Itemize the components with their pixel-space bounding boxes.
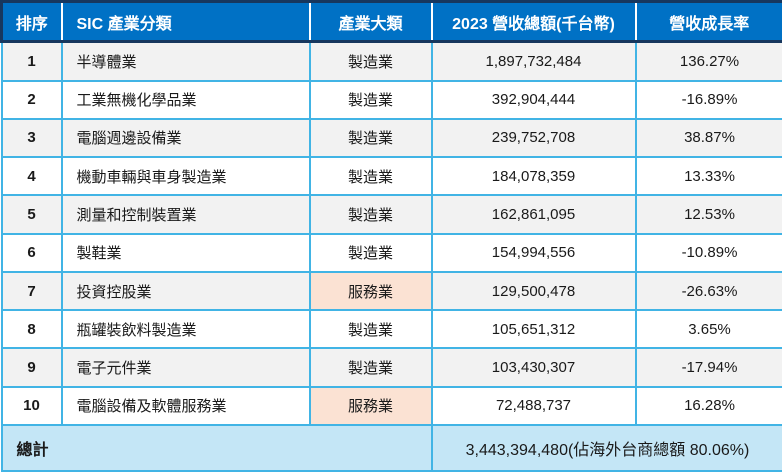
growth-cell: 38.87% — [634, 117, 782, 159]
header-industry: SIC 產業分類 — [60, 0, 311, 43]
rank-cell: 9 — [0, 347, 63, 388]
rank-cell: 7 — [0, 270, 63, 312]
category-cell: 製造業 — [308, 347, 433, 388]
industry-cell: 工業無機化學品業 — [60, 79, 311, 120]
industry-cell: 投資控股業 — [60, 270, 311, 312]
header-revenue: 2023 營收總額(千台幣) — [430, 0, 637, 43]
growth-cell: 12.53% — [634, 194, 782, 235]
industry-cell: 製鞋業 — [60, 232, 311, 273]
revenue-cell: 72,488,737 — [430, 385, 637, 427]
table-body: 1 半導體業 製造業 1,897,732,484 136.27% 2 工業無機化… — [0, 40, 782, 427]
revenue-cell: 184,078,359 — [430, 156, 637, 197]
rank-cell: 2 — [0, 79, 63, 120]
category-cell: 製造業 — [308, 232, 433, 273]
table-row: 4 機動車輛與車身製造業 製造業 184,078,359 13.33% — [0, 156, 782, 197]
growth-cell: -17.94% — [634, 347, 782, 388]
table-row: 1 半導體業 製造業 1,897,732,484 136.27% — [0, 40, 782, 82]
table-row: 8 瓶罐裝飲料製造業 製造業 105,651,312 3.65% — [0, 309, 782, 350]
revenue-cell: 129,500,478 — [430, 270, 637, 312]
industry-cell: 測量和控制裝置業 — [60, 194, 311, 235]
industry-cell: 機動車輛與車身製造業 — [60, 156, 311, 197]
industry-cell: 電腦設備及軟體服務業 — [60, 385, 311, 427]
growth-cell: -16.89% — [634, 79, 782, 120]
category-cell-service: 服務業 — [308, 385, 433, 427]
growth-cell: 3.65% — [634, 309, 782, 350]
table-row: 6 製鞋業 製造業 154,994,556 -10.89% — [0, 232, 782, 273]
table-row: 7 投資控股業 服務業 129,500,478 -26.63% — [0, 270, 782, 312]
rank-cell: 3 — [0, 117, 63, 159]
footer-total-label: 總計 — [0, 424, 433, 472]
header-rank: 排序 — [0, 0, 63, 43]
revenue-cell: 239,752,708 — [430, 117, 637, 159]
revenue-cell: 154,994,556 — [430, 232, 637, 273]
table-row: 3 電腦週邊設備業 製造業 239,752,708 38.87% — [0, 117, 782, 159]
revenue-cell: 392,904,444 — [430, 79, 637, 120]
growth-cell: 13.33% — [634, 156, 782, 197]
category-cell: 製造業 — [308, 117, 433, 159]
revenue-cell: 103,430,307 — [430, 347, 637, 388]
industry-cell: 瓶罐裝飲料製造業 — [60, 309, 311, 350]
table-footer: 總計 3,443,394,480(佔海外台商總額 80.06%) — [0, 424, 782, 472]
revenue-cell: 105,651,312 — [430, 309, 637, 350]
table-row: 10 電腦設備及軟體服務業 服務業 72,488,737 16.28% — [0, 385, 782, 427]
rank-cell: 8 — [0, 309, 63, 350]
rank-cell: 6 — [0, 232, 63, 273]
rank-cell: 10 — [0, 385, 63, 427]
revenue-cell: 1,897,732,484 — [430, 40, 637, 82]
category-cell: 製造業 — [308, 194, 433, 235]
growth-cell: -26.63% — [634, 270, 782, 312]
industry-cell: 電子元件業 — [60, 347, 311, 388]
category-cell: 製造業 — [308, 309, 433, 350]
header-growth: 營收成長率 — [634, 0, 782, 43]
category-cell-service: 服務業 — [308, 270, 433, 312]
footer-total-value: 3,443,394,480(佔海外台商總額 80.06%) — [430, 424, 782, 472]
category-cell: 製造業 — [308, 156, 433, 197]
footer-row: 總計 3,443,394,480(佔海外台商總額 80.06%) — [0, 424, 782, 472]
growth-cell: 16.28% — [634, 385, 782, 427]
category-cell: 製造業 — [308, 79, 433, 120]
rank-cell: 1 — [0, 40, 63, 82]
category-cell: 製造業 — [308, 40, 433, 82]
rank-cell: 5 — [0, 194, 63, 235]
industry-cell: 電腦週邊設備業 — [60, 117, 311, 159]
table-row: 9 電子元件業 製造業 103,430,307 -17.94% — [0, 347, 782, 388]
industry-cell: 半導體業 — [60, 40, 311, 82]
growth-cell: 136.27% — [634, 40, 782, 82]
table-row: 2 工業無機化學品業 製造業 392,904,444 -16.89% — [0, 79, 782, 120]
growth-cell: -10.89% — [634, 232, 782, 273]
rank-cell: 4 — [0, 156, 63, 197]
revenue-cell: 162,861,095 — [430, 194, 637, 235]
header-category: 產業大類 — [308, 0, 433, 43]
header-row: 排序 SIC 產業分類 產業大類 2023 營收總額(千台幣) 營收成長率 — [0, 0, 782, 43]
table-header: 排序 SIC 產業分類 產業大類 2023 營收總額(千台幣) 營收成長率 — [0, 0, 782, 43]
table-row: 5 測量和控制裝置業 製造業 162,861,095 12.53% — [0, 194, 782, 235]
